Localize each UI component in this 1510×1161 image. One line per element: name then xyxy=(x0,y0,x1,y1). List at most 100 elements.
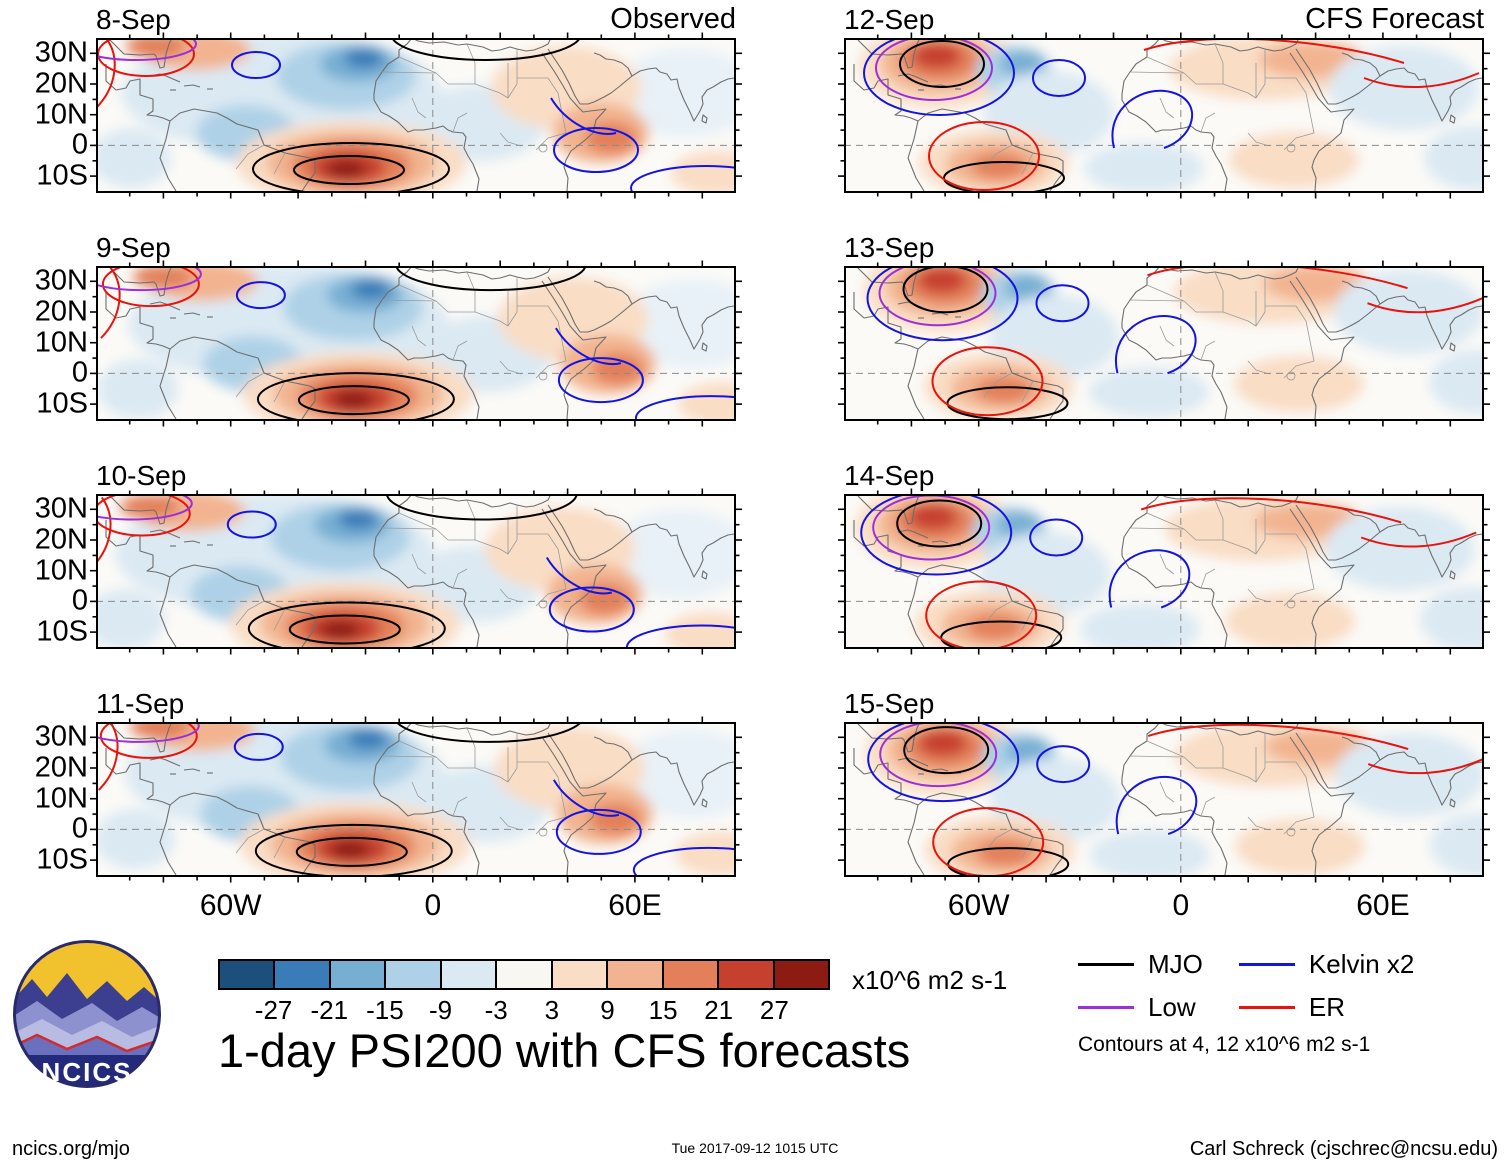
y-axis-label: 10S xyxy=(36,615,88,648)
y-axis-label: 20N xyxy=(34,295,88,328)
colorbar-tick-label: -27 xyxy=(254,995,293,1025)
colorbar-tick-label: 15 xyxy=(648,995,678,1025)
colorbar-cell xyxy=(497,961,553,988)
map-canvas xyxy=(837,487,1491,656)
panel-header: 9-Sep xyxy=(96,230,736,266)
y-axis-label: 10N xyxy=(34,98,88,131)
map-canvas xyxy=(837,31,1491,200)
colorbar-tick-label: 27 xyxy=(759,995,789,1025)
map-panel: 15-Sep xyxy=(824,686,1491,884)
legend-item-er: ER xyxy=(1238,992,1415,1023)
legend-label-kelvin-x2: Kelvin x2 xyxy=(1308,949,1415,979)
legend-label-low: Low xyxy=(1148,992,1196,1022)
map-plot xyxy=(837,715,1491,884)
colorbar-labels: -27 -21 -15 -9 -3 3 9 15 21 27 xyxy=(218,990,830,1025)
map-column-obs: 8-Sep Observed 30N 20N 10N 0 10S 9-Sep 30N 20N 10… xyxy=(30,2,743,925)
panel-date-label: 14-Sep xyxy=(844,460,935,491)
y-axis-labels xyxy=(824,266,844,421)
colorbar-cell xyxy=(441,961,498,988)
map-plot xyxy=(89,715,743,884)
y-axis-labels xyxy=(824,494,844,649)
logo-red-ridge xyxy=(14,1033,160,1053)
map-panel: 11-Sep 30N 20N 10N 0 10S xyxy=(30,686,743,884)
colorbar-cell xyxy=(386,961,442,988)
footer-credit: Carl Schreck (cjschrec@ncsu.edu) xyxy=(1189,1138,1498,1160)
colorbar-tick-label: 3 xyxy=(544,995,560,1025)
panel-date-label: 10-Sep xyxy=(96,460,187,491)
y-axis-labels: 30N 20N 10N 0 10S xyxy=(30,265,96,421)
x-axis-label: 60W xyxy=(947,889,1010,922)
y-axis-labels xyxy=(824,722,844,877)
map-panel: 13-Sep xyxy=(824,230,1491,428)
y-axis-label: 10S xyxy=(36,387,88,420)
y-axis-label: 10S xyxy=(36,843,88,876)
map-column-fcst: 12-Sep CFS Forecast 13-Sep 14-Sep xyxy=(824,2,1491,925)
colorbar-tick-label: -21 xyxy=(310,995,349,1025)
map-canvas xyxy=(89,715,743,884)
panel-map-row: 30N 20N 10N 0 10S xyxy=(30,259,743,428)
legend-label-mjo: MJO xyxy=(1148,949,1203,979)
map-plot xyxy=(89,487,743,656)
maps-grid: 8-Sep Observed 30N 20N 10N 0 10S 9-Sep 30N 20N 10… xyxy=(30,2,1510,925)
y-axis-label: 30N xyxy=(34,492,88,525)
x-axis-label: 60E xyxy=(1356,889,1410,922)
panel-map-row xyxy=(824,31,1491,200)
map-plot xyxy=(89,259,743,428)
map-plot xyxy=(837,31,1491,200)
contour-note: Contours at 4, 12 x10^6 m2 s-1 xyxy=(1078,1033,1371,1056)
colorbar-tick-label: 9 xyxy=(600,995,615,1025)
colorbar-cell xyxy=(330,961,387,988)
x-axis-labels: 60W 0 60E xyxy=(824,881,1484,925)
panel-date-label: 11-Sep xyxy=(96,688,185,719)
colorbar-cell xyxy=(774,961,828,988)
colorbar-cell xyxy=(663,961,720,988)
footer: ncics.org/mjo Tue 2017-09-12 1015 UTC Ca… xyxy=(0,1133,1510,1161)
contour-legend: MJO Low Kelvin x2 ER xyxy=(1078,949,1414,1023)
colorbar-cell xyxy=(608,961,664,988)
er-contour-line xyxy=(1238,1006,1295,1009)
y-axis-label: 10S xyxy=(36,159,88,192)
footer-url: ncics.org/mjo xyxy=(12,1138,130,1160)
column-title: CFS Forecast xyxy=(1305,3,1484,35)
y-axis-label: 30N xyxy=(34,720,88,753)
y-axis-label: 0 xyxy=(71,584,88,617)
colorbar-cell xyxy=(220,961,276,988)
y-axis-label: 0 xyxy=(71,128,88,161)
y-axis-label: 10N xyxy=(34,782,88,815)
map-panel: 14-Sep xyxy=(824,458,1491,656)
x-axis-label: 0 xyxy=(1172,889,1190,922)
figure-footer-block: NCICS -27 -21 -15 -9 -3 3 9 15 21 27 x10^6 m2 s-1… xyxy=(0,939,1510,1129)
x-axis-label: 0 xyxy=(424,889,442,922)
figure-title: 1-day PSI200 with CFS forecasts xyxy=(218,1024,911,1077)
map-panel: 9-Sep 30N 20N 10N 0 10S xyxy=(30,230,743,428)
colorbar: -27 -21 -15 -9 -3 3 9 15 21 27 xyxy=(218,959,830,1025)
colorbar-cell xyxy=(552,961,609,988)
low-contour-line xyxy=(1078,1006,1134,1009)
panel-date-label: 8-Sep xyxy=(96,4,171,35)
panel-header: 10-Sep xyxy=(96,458,736,494)
colorbar-cell xyxy=(275,961,331,988)
y-axis-label: 20N xyxy=(34,523,88,556)
y-axis-label: 20N xyxy=(34,67,88,100)
y-axis-label: 20N xyxy=(34,751,88,784)
panel-date-label: 15-Sep xyxy=(844,688,935,719)
panel-map-row xyxy=(824,715,1491,884)
panel-header: 12-Sep CFS Forecast xyxy=(844,2,1484,38)
footer-timestamp: Tue 2017-09-12 1015 UTC xyxy=(671,1140,839,1156)
map-plot xyxy=(89,31,743,200)
column-title: Observed xyxy=(610,3,736,35)
y-axis-label: 0 xyxy=(71,812,88,845)
y-axis-label: 10N xyxy=(34,326,88,359)
map-plot xyxy=(837,259,1491,428)
panel-map-row xyxy=(824,487,1491,656)
map-panel: 10-Sep 30N 20N 10N 0 10S xyxy=(30,458,743,656)
colorbar-cell xyxy=(719,961,775,988)
map-canvas xyxy=(89,259,743,428)
map-panel: 12-Sep CFS Forecast xyxy=(824,2,1491,200)
panel-header: 11-Sep xyxy=(96,686,736,722)
colorbar-tick-label: 21 xyxy=(704,995,734,1025)
maps-area: 8-Sep Observed 30N 20N 10N 0 10S 9-Sep 30N 20N 10… xyxy=(30,2,1510,925)
map-plot xyxy=(837,487,1491,656)
x-axis-labels: 60W 0 60E xyxy=(30,881,736,925)
colorbar-tick-label: -15 xyxy=(366,995,404,1025)
